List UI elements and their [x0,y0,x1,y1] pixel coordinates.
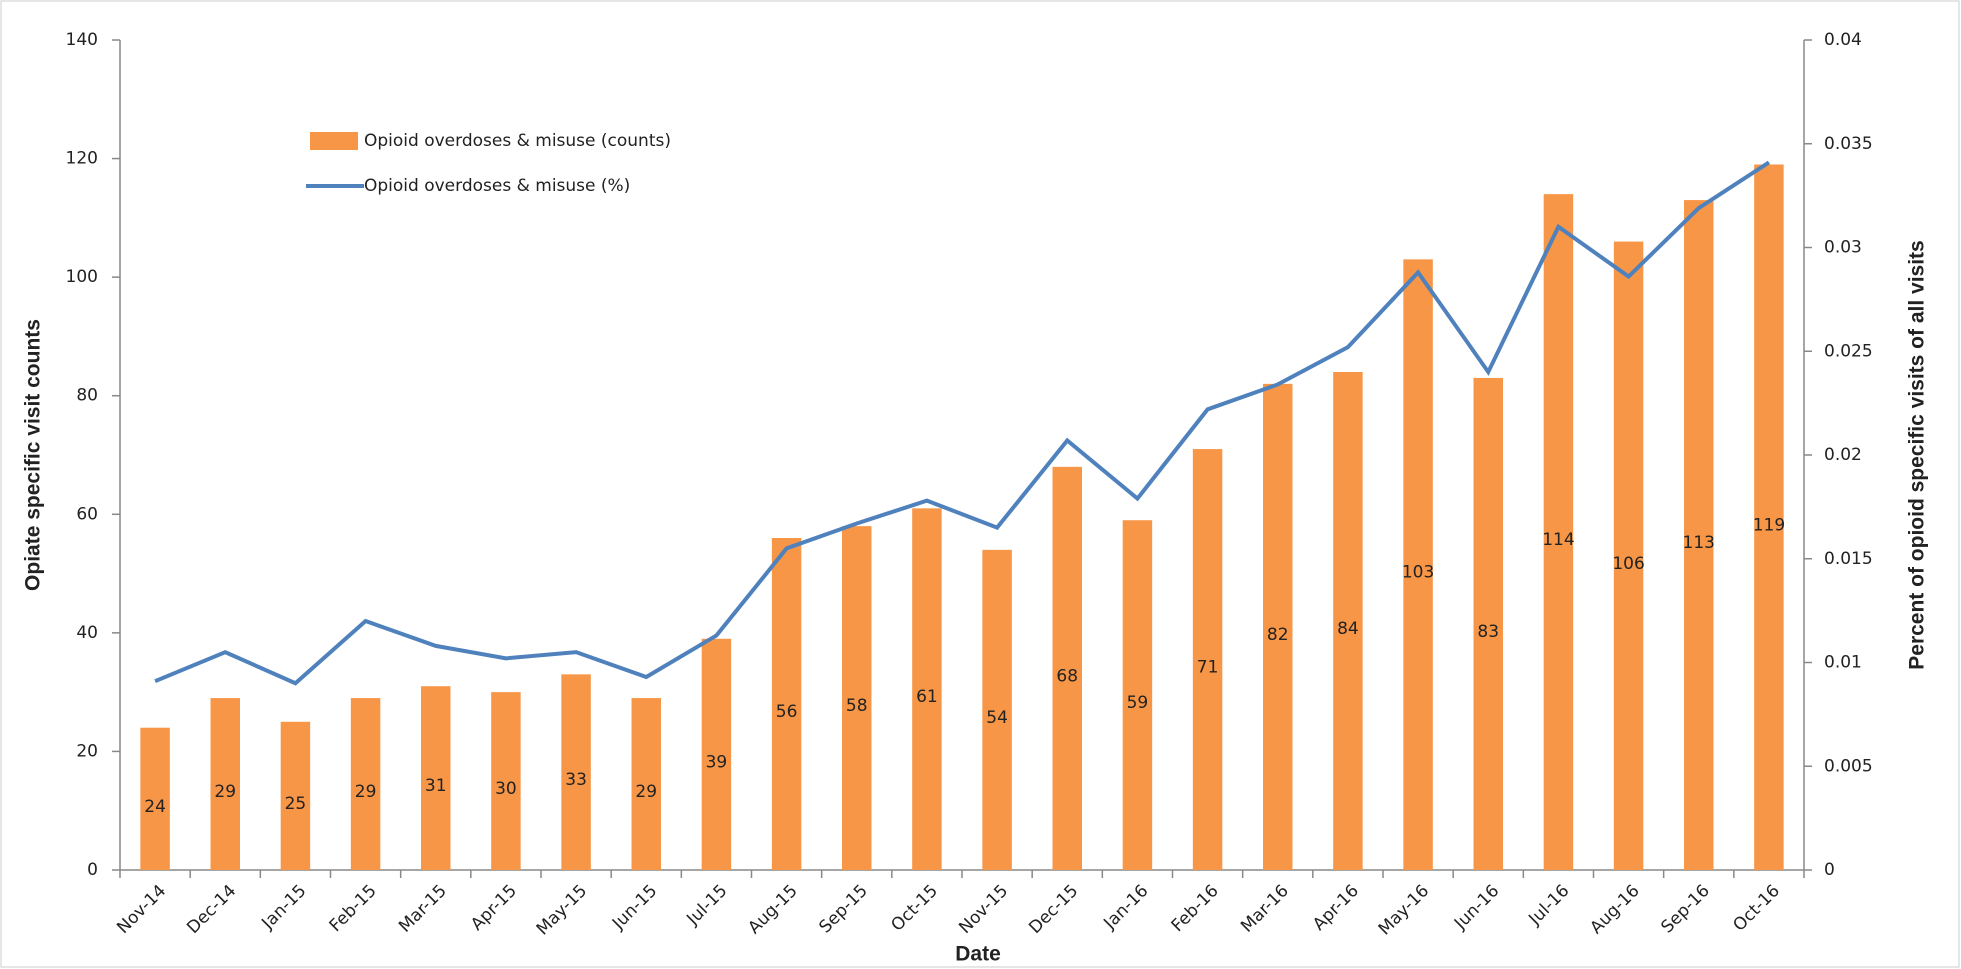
y2-tick-label: 0.015 [1824,549,1873,569]
data-label: 68 [1056,666,1078,686]
bar [1263,383,1293,870]
bar [701,638,732,870]
bar [491,692,521,870]
data-label: 119 [1753,515,1785,535]
y-axis-title: Opiate specific visit counts [22,319,45,591]
y-tick-label: 0 [87,860,98,880]
x-tick-label: Jul-15 [682,881,731,930]
bar [1754,164,1784,870]
data-label: 71 [1197,658,1219,678]
bar [140,727,170,870]
bar [350,698,381,870]
x-tick-label: Jan-15 [257,881,310,934]
x-tick-label: Oct-15 [887,881,942,936]
x-tick-label: Feb-15 [326,881,381,936]
bar [912,508,942,870]
bar [982,549,1012,870]
data-label: 39 [706,752,728,772]
data-label: 29 [635,782,657,802]
y-tick-label: 60 [76,504,98,524]
legend-label: Opioid overdoses & misuse (%) [364,176,630,196]
bar [1403,259,1433,870]
x-tick-label: Apr-15 [467,881,521,935]
data-label: 84 [1337,619,1359,639]
x-tick-label: Aug-16 [1586,881,1643,938]
x-tick-label: Nov-15 [955,881,1012,938]
data-label: 54 [986,708,1008,728]
data-label: 113 [1683,533,1715,553]
y2-axis-title: Percent of opioid specific visits of all… [1906,240,1929,669]
bar [842,526,872,870]
bar [421,686,451,870]
x-tick-label: Sep-15 [815,881,871,937]
data-label: 29 [355,782,377,802]
bar [1052,466,1082,870]
data-label: 61 [916,687,938,707]
x-tick-label: Jun-15 [608,881,661,934]
y2-tick-label: 0.025 [1824,341,1873,361]
y2-tick-label: 0.03 [1824,238,1862,258]
data-label: 24 [144,797,166,817]
bar [1473,377,1503,870]
bar [1543,194,1574,871]
data-label: 83 [1477,622,1499,642]
data-label: 114 [1542,530,1574,550]
bar [1192,449,1223,870]
y2-tick-label: 0.035 [1824,134,1873,154]
bar [1613,241,1644,871]
y-tick-label: 120 [66,149,98,169]
data-label: 103 [1402,563,1434,583]
data-label: 33 [565,770,587,790]
data-label: 106 [1612,554,1644,574]
y-tick-label: 40 [76,623,98,643]
x-tick-label: Jun-16 [1450,881,1503,934]
x-tick-label: Jul-16 [1524,881,1573,930]
x-tick-label: Mar-15 [395,881,451,937]
data-label: 58 [846,696,868,716]
data-label: 31 [425,776,447,796]
data-label: 59 [1127,693,1149,713]
legend-swatch [310,132,358,150]
line [154,160,1771,686]
x-tick-label: Dec-15 [1025,881,1082,938]
x-tick-label: Feb-16 [1168,881,1223,936]
y2-tick-label: 0.01 [1824,653,1862,673]
legend-label: Opioid overdoses & misuse (counts) [364,131,671,151]
bar [771,538,802,870]
bar [210,698,240,870]
x-tick-label: Mar-16 [1237,881,1293,937]
y-tick-label: 80 [76,386,98,406]
x-tick-label: May-16 [1375,881,1433,939]
data-label: 82 [1267,625,1289,645]
y2-tick-label: 0 [1824,860,1835,880]
y-tick-label: 100 [66,267,98,287]
bar [1122,520,1153,870]
x-tick-label: Apr-16 [1309,881,1363,935]
x-tick-label: May-15 [533,881,591,939]
x-tick-label: Aug-15 [744,881,801,938]
bar [631,698,661,870]
y-tick-label: 20 [76,741,98,761]
bar [280,721,311,870]
y2-tick-label: 0.02 [1824,445,1862,465]
data-label: 30 [495,779,517,799]
x-tick-label: Oct-16 [1729,881,1784,936]
x-tick-label: Nov-14 [113,881,170,938]
data-label: 56 [776,702,798,722]
bar [1333,372,1363,870]
x-tick-label: Dec-14 [183,881,240,938]
data-label: 29 [214,782,236,802]
x-tick-label: Jan-16 [1099,881,1152,934]
y-tick-label: 140 [66,30,98,50]
y2-tick-label: 0.04 [1824,30,1862,50]
x-tick-label: Sep-16 [1657,881,1713,937]
bar [1684,200,1714,871]
bar [561,674,591,870]
x-axis-title: Date [955,943,1001,966]
y2-tick-label: 0.005 [1824,756,1873,776]
data-label: 25 [285,794,307,814]
